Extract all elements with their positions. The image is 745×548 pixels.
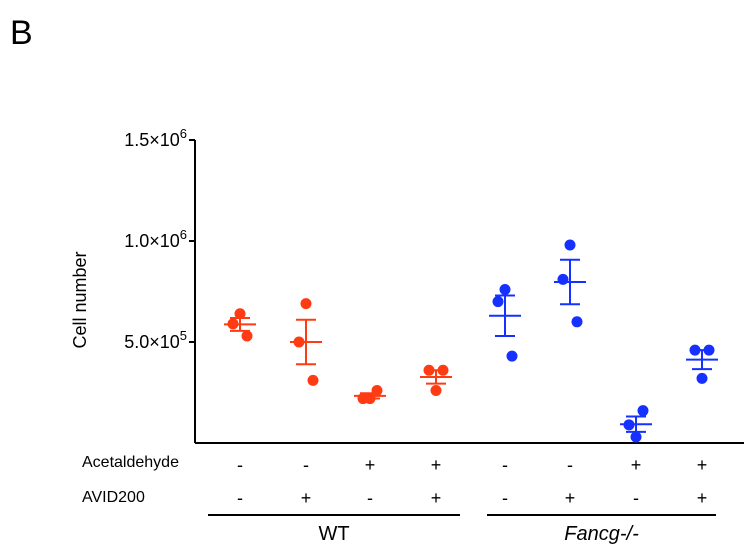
panel-label: B bbox=[10, 14, 33, 52]
group-labels: WT Fancg-/- bbox=[208, 514, 716, 545]
condition-5: -- bbox=[489, 283, 521, 508]
condition-4: ++ bbox=[420, 364, 452, 508]
data-point bbox=[364, 393, 376, 405]
acetaldehyde-sign: - bbox=[237, 455, 243, 475]
data-point bbox=[564, 239, 576, 251]
avid200-sign: + bbox=[697, 488, 708, 508]
avid200-sign: + bbox=[431, 488, 442, 508]
acetaldehyde-sign: + bbox=[697, 455, 708, 475]
avid200-sign: - bbox=[502, 488, 508, 508]
data-point bbox=[696, 372, 708, 384]
condition-3: +- bbox=[354, 384, 386, 508]
y-axis: 5.0×105 1.0×106 1.5×106 bbox=[124, 126, 196, 443]
data-point bbox=[689, 344, 701, 356]
data-marks: ---++-++---++-++ bbox=[224, 239, 718, 508]
acetaldehyde-sign: - bbox=[502, 455, 508, 475]
row-label-acetaldehyde: Acetaldehyde bbox=[82, 454, 179, 471]
data-point bbox=[703, 344, 715, 356]
avid200-sign: - bbox=[633, 488, 639, 508]
condition-7: +- bbox=[620, 405, 652, 508]
data-point bbox=[300, 298, 312, 310]
data-point bbox=[506, 350, 518, 362]
y-axis-label: Cell number bbox=[70, 251, 90, 348]
condition-8: ++ bbox=[686, 344, 718, 508]
condition-6: -+ bbox=[554, 239, 586, 508]
y-tick-label: 5.0×105 bbox=[124, 328, 187, 352]
condition-1: -- bbox=[224, 308, 256, 508]
data-point bbox=[371, 384, 383, 396]
data-point bbox=[430, 384, 442, 396]
data-point bbox=[623, 419, 635, 431]
avid200-sign: - bbox=[237, 488, 243, 508]
data-point bbox=[423, 364, 435, 376]
data-point bbox=[637, 405, 649, 417]
group-label: WT bbox=[318, 523, 349, 545]
data-point bbox=[492, 296, 504, 308]
data-point bbox=[499, 283, 511, 295]
data-point bbox=[630, 431, 642, 443]
avid200-sign: - bbox=[367, 488, 373, 508]
acetaldehyde-sign: - bbox=[303, 455, 309, 475]
y-tick-label: 1.5×106 bbox=[124, 126, 187, 150]
acetaldehyde-sign: + bbox=[431, 455, 442, 475]
row-label-avid200: AVID200 bbox=[82, 489, 145, 506]
data-point bbox=[234, 308, 246, 320]
acetaldehyde-sign: - bbox=[567, 455, 573, 475]
acetaldehyde-sign: + bbox=[631, 455, 642, 475]
data-point bbox=[293, 336, 305, 348]
avid200-sign: + bbox=[301, 488, 312, 508]
data-point bbox=[307, 374, 319, 386]
condition-table: Acetaldehyde AVID200 bbox=[82, 454, 179, 506]
condition-2: -+ bbox=[290, 298, 322, 508]
data-point bbox=[557, 273, 569, 285]
data-point bbox=[571, 316, 583, 328]
acetaldehyde-sign: + bbox=[365, 455, 376, 475]
avid200-sign: + bbox=[565, 488, 576, 508]
group-label: Fancg-/- bbox=[564, 523, 639, 545]
y-tick-label: 1.0×106 bbox=[124, 227, 187, 251]
data-point bbox=[437, 364, 449, 376]
data-point bbox=[241, 330, 253, 342]
data-point bbox=[227, 318, 239, 330]
